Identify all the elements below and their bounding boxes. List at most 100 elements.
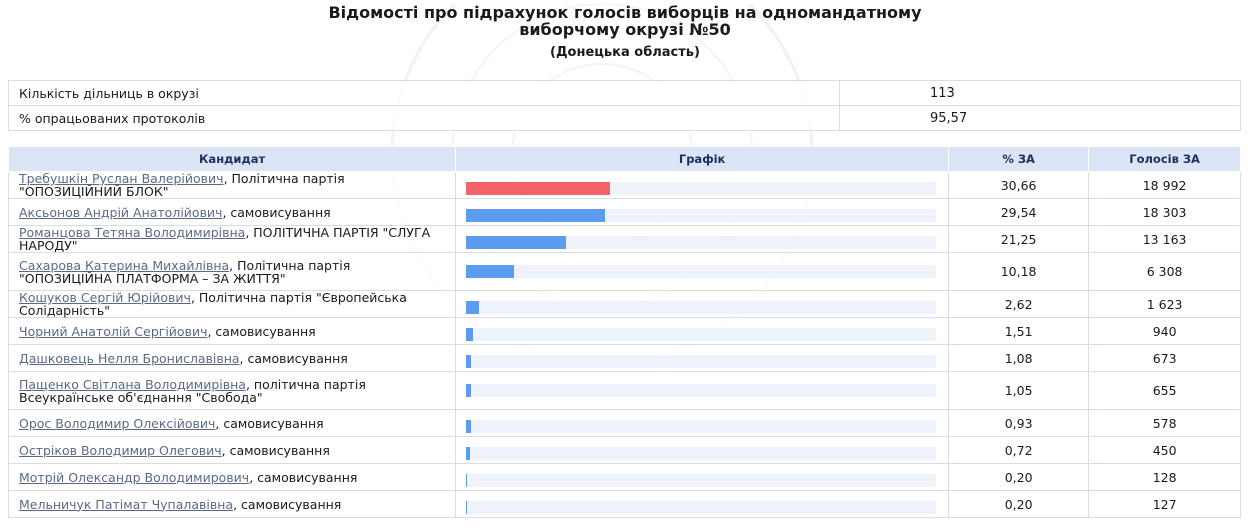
candidate-name-link[interactable]: Чорний Анатолій Сергійович bbox=[19, 323, 208, 339]
candidate-row: Чорний Анатолій Сергійович, самовисуванн… bbox=[7, 317, 1241, 345]
candidate-row: Кошуков Сергій Юрійович, Політична парті… bbox=[7, 290, 1241, 318]
candidate-cell: Сахарова Катерина Михайлівна, Політична … bbox=[7, 252, 457, 291]
candidate-row: Пащенко Світлана Володимирівна, політичн… bbox=[7, 371, 1241, 410]
pct-cell: 1,05 bbox=[947, 371, 1090, 410]
header: Відомості про підрахунок голосів виборці… bbox=[0, 4, 1250, 61]
graph-cell bbox=[455, 463, 949, 491]
candidate-row: Остріков Володимир Олегович, самовисуван… bbox=[7, 436, 1241, 464]
candidate-row: Дашковець Нелля Брониславівна, самовисув… bbox=[7, 344, 1241, 372]
candidate-cell: Остріков Володимир Олегович, самовисуван… bbox=[7, 436, 457, 464]
pct-cell: 10,18 bbox=[947, 252, 1090, 291]
vote-bar bbox=[466, 384, 472, 397]
votes-cell: 655 bbox=[1088, 371, 1241, 410]
vote-bar-track bbox=[466, 384, 937, 397]
graph-cell bbox=[455, 490, 949, 518]
votes-cell: 128 bbox=[1088, 463, 1241, 491]
votes-cell: 18 303 bbox=[1088, 198, 1241, 226]
header-pct: % ЗА bbox=[947, 146, 1090, 172]
vote-bar-track bbox=[466, 265, 937, 278]
candidate-row: Романцова Тетяна Володимирівна, ПОЛІТИЧН… bbox=[7, 225, 1241, 253]
vote-bar bbox=[466, 473, 468, 487]
candidate-name-link[interactable]: Дашковець Нелля Брониславівна bbox=[19, 350, 240, 366]
summary-row: % опрацьованих протоколів 95,57 bbox=[8, 105, 1241, 131]
candidate-cell: Орос Володимир Олексійович, самовисуванн… bbox=[7, 409, 457, 437]
vote-bar-track bbox=[466, 354, 937, 368]
vote-bar bbox=[466, 446, 470, 460]
pct-cell: 0,20 bbox=[947, 463, 1090, 491]
candidate-name-link[interactable]: Пащенко Світлана Володимирівна bbox=[19, 376, 246, 392]
votes-cell: 673 bbox=[1088, 344, 1241, 372]
candidate-row: Сахарова Катерина Михайлівна, Політична … bbox=[7, 252, 1241, 291]
results-table: Кандидат Графік % ЗА Голосів ЗА Требушкі… bbox=[7, 146, 1241, 518]
candidate-name-link[interactable]: Кошуков Сергій Юрійович bbox=[19, 290, 191, 305]
vote-bar bbox=[466, 500, 468, 514]
candidate-cell: Требушкін Руслан Валерійович, Політична … bbox=[7, 171, 457, 199]
pct-cell: 1,51 bbox=[947, 317, 1090, 345]
pct-cell: 0,72 bbox=[947, 436, 1090, 464]
candidate-cell: Мотрій Олександр Володимирович, самовису… bbox=[7, 463, 457, 491]
pct-cell: 0,93 bbox=[947, 409, 1090, 437]
vote-bar-track bbox=[466, 327, 937, 341]
graph-cell bbox=[455, 371, 949, 410]
vote-bar bbox=[466, 181, 611, 195]
votes-cell: 940 bbox=[1088, 317, 1241, 345]
candidate-name-link[interactable]: Сахарова Катерина Михайлівна bbox=[19, 257, 230, 273]
header-candidate: Кандидат bbox=[7, 146, 457, 172]
votes-cell: 1 623 bbox=[1088, 290, 1241, 318]
vote-bar bbox=[466, 300, 479, 314]
pct-cell: 2,62 bbox=[947, 290, 1090, 318]
pct-cell: 21,25 bbox=[947, 225, 1090, 253]
page-title: Відомості про підрахунок голосів виборці… bbox=[328, 3, 922, 39]
vote-bar-track bbox=[466, 181, 937, 195]
candidate-cell: Чорний Анатолій Сергійович, самовисуванн… bbox=[7, 317, 457, 345]
pct-cell: 30,66 bbox=[947, 171, 1090, 199]
candidate-name-link[interactable]: Требушкін Руслан Валерійович bbox=[19, 171, 224, 186]
candidate-row: Орос Володимир Олексійович, самовисуванн… bbox=[7, 409, 1241, 437]
results-body: Требушкін Руслан Валерійович, Політична … bbox=[7, 171, 1241, 518]
candidate-row: Аксьонов Андрій Анатолійович, самовисува… bbox=[7, 198, 1241, 226]
summary-table: Кількість дільниць в окрузі 113 % опраць… bbox=[8, 80, 1241, 131]
votes-cell: 450 bbox=[1088, 436, 1241, 464]
vote-bar bbox=[466, 419, 471, 433]
candidate-row: Мельничук Патімат Чупалавівна, самовисув… bbox=[7, 490, 1241, 518]
candidate-cell: Дашковець Нелля Брониславівна, самовисув… bbox=[7, 344, 457, 372]
votes-cell: 127 bbox=[1088, 490, 1241, 518]
candidate-party: , політична партія Всеукраїнське об'єдна… bbox=[19, 376, 366, 405]
vote-bar-track bbox=[466, 235, 937, 249]
graph-cell bbox=[455, 409, 949, 437]
graph-cell bbox=[455, 171, 949, 199]
candidate-name-link[interactable]: Остріков Володимир Олегович bbox=[19, 442, 222, 458]
vote-bar-track bbox=[466, 446, 937, 460]
votes-cell: 6 308 bbox=[1088, 252, 1241, 291]
pct-cell: 29,54 bbox=[947, 198, 1090, 226]
candidate-cell: Аксьонов Андрій Анатолійович, самовисува… bbox=[7, 198, 457, 226]
graph-cell bbox=[455, 436, 949, 464]
summary-label: Кількість дільниць в окрузі bbox=[8, 80, 840, 106]
vote-bar-track bbox=[466, 419, 937, 433]
candidate-name-link[interactable]: Романцова Тетяна Володимирівна bbox=[19, 225, 246, 240]
candidate-party: , Політична партія "ОПОЗИЦІЙНИЙ БЛОК" bbox=[19, 171, 345, 199]
graph-cell bbox=[455, 290, 949, 318]
candidate-cell: Мельничук Патімат Чупалавівна, самовисув… bbox=[7, 490, 457, 518]
graph-cell bbox=[455, 252, 949, 291]
candidate-party: , ПОЛІТИЧНА ПАРТІЯ "СЛУГА НАРОДУ" bbox=[19, 225, 431, 253]
candidate-cell: Кошуков Сергій Юрійович, Політична парті… bbox=[7, 290, 457, 318]
vote-bar-track bbox=[466, 300, 937, 314]
candidate-party: , самовисування bbox=[221, 442, 330, 458]
header-graph: Графік bbox=[455, 146, 949, 172]
summary-row: Кількість дільниць в окрузі 113 bbox=[8, 80, 1241, 106]
summary-value: 113 bbox=[839, 80, 1241, 106]
graph-cell bbox=[455, 317, 949, 345]
candidate-cell: Романцова Тетяна Володимирівна, ПОЛІТИЧН… bbox=[7, 225, 457, 253]
candidate-party: , Політична партія "ОПОЗИЦІЙНА ПЛАТФОРМА… bbox=[19, 257, 351, 286]
vote-bar-track bbox=[466, 473, 937, 487]
vote-bar bbox=[466, 235, 567, 249]
pct-cell: 1,08 bbox=[947, 344, 1090, 372]
candidate-name-link[interactable]: Орос Володимир Олексійович bbox=[19, 415, 216, 431]
vote-bar bbox=[466, 354, 472, 368]
candidate-party: , самовисування bbox=[249, 469, 358, 485]
votes-cell: 578 bbox=[1088, 409, 1241, 437]
candidate-name-link[interactable]: Мельничук Патімат Чупалавівна bbox=[19, 496, 234, 512]
candidate-name-link[interactable]: Мотрій Олександр Володимирович bbox=[19, 469, 250, 485]
candidate-name-link[interactable]: Аксьонов Андрій Анатолійович bbox=[19, 204, 223, 220]
